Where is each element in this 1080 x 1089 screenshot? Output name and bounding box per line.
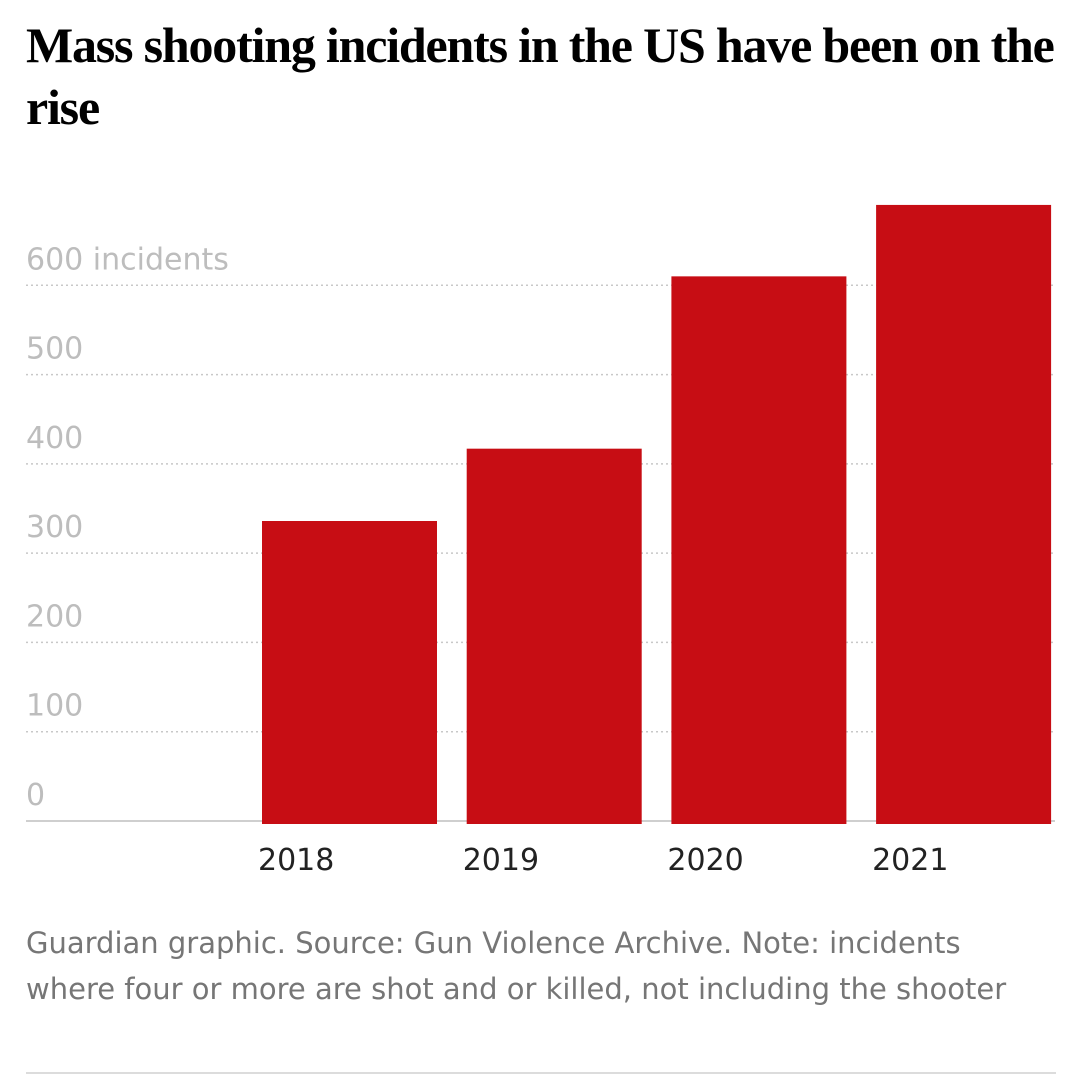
y-tick-label: 100 <box>26 689 83 724</box>
x-tick-label: 2020 <box>667 843 743 878</box>
x-tick-label: 2019 <box>463 843 539 878</box>
x-tick-label: 2018 <box>258 843 334 878</box>
bar <box>466 448 642 824</box>
chart: 0 100 200 300 400 500 600 incidents 2018 2019 202… <box>26 204 1055 878</box>
y-tick-label: 300 <box>26 510 83 545</box>
chart-title: Mass shooting incidents in the US have b… <box>26 17 1055 135</box>
bar <box>671 276 847 824</box>
y-tick-label: 600 incidents <box>26 242 229 277</box>
y-tick-label: 200 <box>26 599 83 634</box>
x-tick-label: 2021 <box>872 843 948 878</box>
bar <box>262 521 437 824</box>
y-tick-label: 0 <box>26 778 45 813</box>
y-tick-label: 500 <box>26 332 83 367</box>
y-tick-label: 400 <box>26 421 83 456</box>
source-note: Guardian graphic. Source: Gun Violence A… <box>26 926 1007 1006</box>
bar <box>876 204 1052 824</box>
bottom-rule <box>26 1072 1056 1074</box>
